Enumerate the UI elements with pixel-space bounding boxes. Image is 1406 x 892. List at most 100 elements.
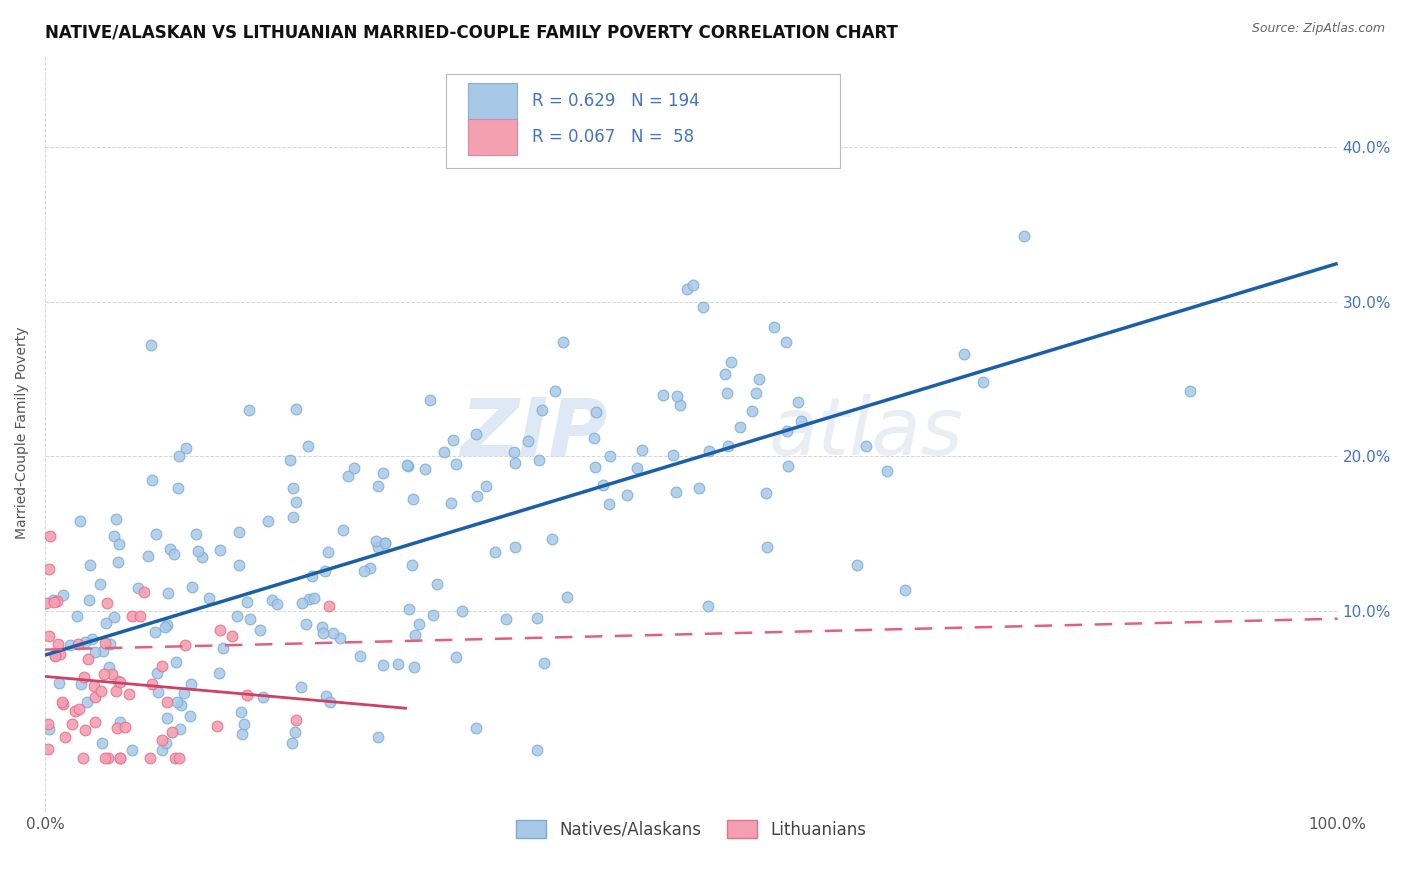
Point bbox=[94, 616, 117, 631]
Point bbox=[322, 626, 344, 640]
Point bbox=[103, 528, 125, 542]
Point bbox=[136, 549, 159, 564]
Point bbox=[150, 732, 173, 747]
Point bbox=[156, 617, 179, 632]
Point bbox=[114, 720, 136, 734]
Point bbox=[42, 592, 65, 607]
Point bbox=[82, 632, 104, 646]
Point bbox=[108, 536, 131, 550]
Point bbox=[318, 544, 340, 558]
Point bbox=[315, 689, 337, 703]
Point bbox=[465, 489, 488, 503]
Point bbox=[374, 536, 396, 550]
Point bbox=[211, 641, 233, 656]
Point bbox=[121, 743, 143, 757]
Point bbox=[894, 582, 917, 597]
Point bbox=[260, 592, 283, 607]
Point bbox=[398, 458, 420, 473]
Point bbox=[714, 367, 737, 381]
Point bbox=[84, 690, 107, 704]
Point bbox=[631, 443, 654, 458]
Point bbox=[141, 473, 163, 487]
Point bbox=[516, 434, 538, 448]
Point bbox=[446, 457, 468, 471]
Point bbox=[163, 547, 186, 561]
Point bbox=[173, 686, 195, 700]
Point bbox=[665, 389, 688, 403]
Point bbox=[101, 666, 124, 681]
Point bbox=[146, 666, 169, 681]
Point bbox=[38, 722, 60, 736]
Point bbox=[44, 648, 66, 662]
Point bbox=[527, 453, 550, 467]
Point bbox=[107, 555, 129, 569]
Point bbox=[526, 743, 548, 757]
Point bbox=[551, 334, 574, 349]
Point bbox=[319, 695, 342, 709]
Point bbox=[465, 722, 488, 736]
Text: atlas: atlas bbox=[769, 394, 963, 472]
Point bbox=[70, 677, 93, 691]
Point bbox=[298, 592, 321, 607]
Point bbox=[720, 355, 742, 369]
Point bbox=[688, 481, 710, 495]
Point bbox=[98, 659, 121, 673]
Point bbox=[231, 727, 253, 741]
Point bbox=[402, 491, 425, 506]
Point bbox=[77, 593, 100, 607]
Point bbox=[776, 458, 799, 473]
Point bbox=[153, 620, 176, 634]
Point bbox=[69, 515, 91, 529]
Point bbox=[876, 465, 898, 479]
Legend: Natives/Alaskans, Lithuanians: Natives/Alaskans, Lithuanians bbox=[510, 814, 873, 846]
Point bbox=[89, 576, 111, 591]
Point bbox=[1178, 384, 1201, 398]
Point bbox=[297, 439, 319, 453]
Point bbox=[155, 736, 177, 750]
Point bbox=[38, 562, 60, 576]
Point bbox=[90, 684, 112, 698]
Point bbox=[444, 650, 467, 665]
Point bbox=[110, 751, 132, 765]
Point bbox=[651, 388, 673, 402]
Point bbox=[395, 458, 418, 472]
Point bbox=[285, 401, 308, 416]
Point bbox=[281, 736, 304, 750]
Point bbox=[46, 593, 69, 607]
Point bbox=[75, 635, 97, 649]
Point bbox=[180, 677, 202, 691]
Point bbox=[166, 695, 188, 709]
Point bbox=[170, 698, 193, 713]
Point bbox=[359, 561, 381, 575]
Point bbox=[52, 588, 75, 602]
Point bbox=[83, 679, 105, 693]
Point bbox=[716, 439, 738, 453]
Point bbox=[845, 558, 868, 572]
Point bbox=[105, 722, 128, 736]
Point bbox=[77, 651, 100, 665]
Point bbox=[108, 674, 131, 689]
Point bbox=[290, 680, 312, 694]
Point bbox=[52, 698, 75, 712]
Point bbox=[682, 277, 704, 292]
Point bbox=[256, 514, 278, 528]
Point bbox=[239, 612, 262, 626]
Point bbox=[419, 393, 441, 408]
Point bbox=[441, 433, 464, 447]
Point bbox=[104, 683, 127, 698]
Point bbox=[84, 645, 107, 659]
Point bbox=[150, 743, 173, 757]
Point bbox=[582, 431, 605, 445]
Point bbox=[139, 751, 162, 765]
Point bbox=[281, 509, 304, 524]
Point bbox=[343, 460, 366, 475]
Point bbox=[291, 596, 314, 610]
Point bbox=[599, 449, 621, 463]
Point bbox=[236, 594, 259, 608]
Point bbox=[59, 638, 82, 652]
Point bbox=[67, 702, 90, 716]
Point bbox=[433, 445, 456, 459]
Text: R = 0.629   N = 194: R = 0.629 N = 194 bbox=[533, 92, 700, 110]
Point bbox=[173, 638, 195, 652]
Point bbox=[367, 479, 389, 493]
